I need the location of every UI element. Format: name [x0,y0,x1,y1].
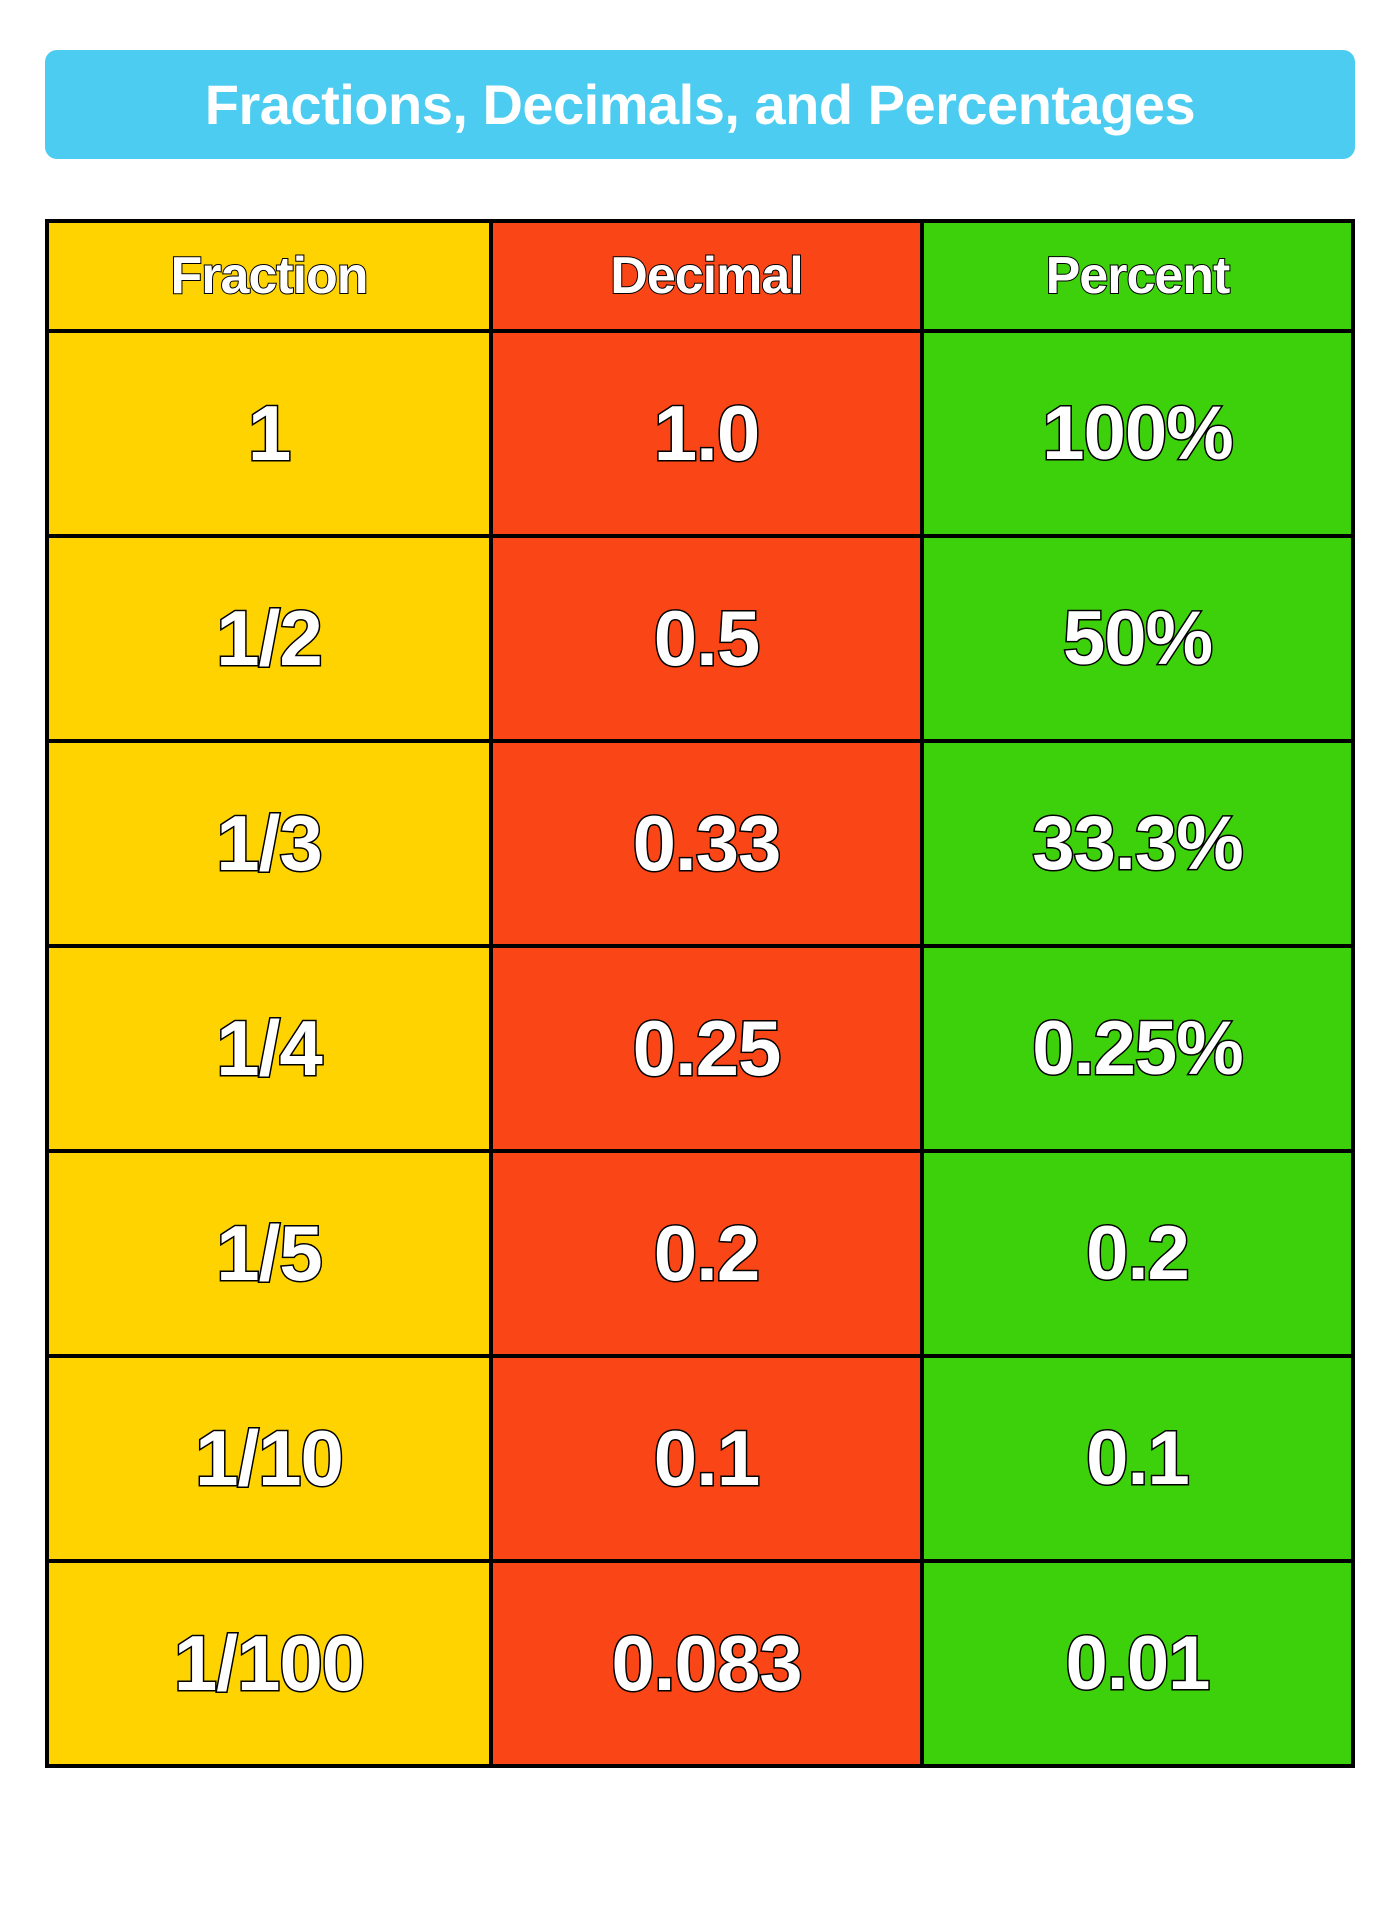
table-row: 1/100 0.083 0.01 [47,1561,1353,1766]
cell-decimal: 0.1 [491,1356,922,1561]
cell-decimal: 0.083 [491,1561,922,1766]
page-title: Fractions, Decimals, and Percentages [205,73,1195,136]
cell-percent: 0.25% [922,946,1353,1151]
cell-decimal: 0.2 [491,1151,922,1356]
cell-fraction: 1/100 [47,1561,491,1766]
cell-percent: 0.1 [922,1356,1353,1561]
table-header-row: Fraction Decimal Percent [47,221,1353,331]
cell-decimal: 0.5 [491,536,922,741]
table-row: 1 1.0 100% [47,331,1353,536]
title-bar: Fractions, Decimals, and Percentages [45,50,1355,159]
cell-percent: 33.3% [922,741,1353,946]
cell-fraction: 1/5 [47,1151,491,1356]
table-row: 1/4 0.25 0.25% [47,946,1353,1151]
table-row: 1/2 0.5 50% [47,536,1353,741]
cell-decimal: 1.0 [491,331,922,536]
header-percent: Percent [922,221,1353,331]
conversion-table: Fraction Decimal Percent 1 1.0 100% 1/2 … [45,219,1355,1768]
cell-decimal: 0.33 [491,741,922,946]
header-decimal: Decimal [491,221,922,331]
cell-percent: 0.01 [922,1561,1353,1766]
cell-decimal: 0.25 [491,946,922,1151]
cell-percent: 0.2 [922,1151,1353,1356]
table-row: 1/5 0.2 0.2 [47,1151,1353,1356]
cell-percent: 100% [922,331,1353,536]
table-row: 1/10 0.1 0.1 [47,1356,1353,1561]
table-row: 1/3 0.33 33.3% [47,741,1353,946]
cell-fraction: 1/3 [47,741,491,946]
cell-fraction: 1 [47,331,491,536]
cell-fraction: 1/2 [47,536,491,741]
header-fraction: Fraction [47,221,491,331]
cell-fraction: 1/10 [47,1356,491,1561]
cell-percent: 50% [922,536,1353,741]
cell-fraction: 1/4 [47,946,491,1151]
